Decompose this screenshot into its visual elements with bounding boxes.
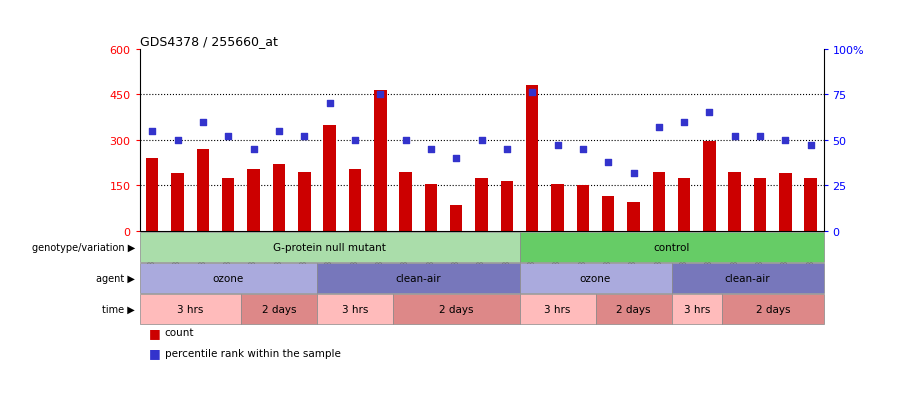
Bar xyxy=(526,86,538,231)
Bar xyxy=(728,172,742,231)
Text: 2 days: 2 days xyxy=(756,304,790,314)
Bar xyxy=(602,197,615,231)
Point xyxy=(145,128,159,135)
Bar xyxy=(273,165,285,231)
Point xyxy=(525,90,539,97)
Bar xyxy=(400,172,412,231)
Bar xyxy=(551,184,563,231)
Point xyxy=(221,133,236,140)
Bar xyxy=(221,178,235,231)
Point xyxy=(652,124,666,131)
Point xyxy=(399,137,413,144)
Bar xyxy=(450,206,463,231)
Point xyxy=(626,170,641,176)
Bar xyxy=(171,174,184,231)
Text: G-protein null mutant: G-protein null mutant xyxy=(273,242,386,252)
Point xyxy=(601,159,616,166)
Point xyxy=(373,92,387,98)
Point xyxy=(753,133,768,140)
Text: genotype/variation ▶: genotype/variation ▶ xyxy=(32,242,135,252)
Bar xyxy=(248,169,260,231)
Text: percentile rank within the sample: percentile rank within the sample xyxy=(165,348,340,358)
Bar xyxy=(703,142,716,231)
Point xyxy=(677,119,691,126)
Bar xyxy=(500,181,513,231)
Point xyxy=(727,133,742,140)
Point xyxy=(576,146,590,153)
Point xyxy=(347,137,362,144)
Point xyxy=(170,137,184,144)
Point xyxy=(322,101,337,107)
Point xyxy=(702,110,716,116)
Point xyxy=(195,119,210,126)
Text: 2 days: 2 days xyxy=(262,304,296,314)
Point xyxy=(272,128,286,135)
Text: ozone: ozone xyxy=(212,273,244,283)
Point xyxy=(424,146,438,153)
Text: ozone: ozone xyxy=(580,273,611,283)
Bar xyxy=(298,172,310,231)
Text: 3 hrs: 3 hrs xyxy=(684,304,710,314)
Bar xyxy=(805,178,817,231)
Point xyxy=(778,137,793,144)
Point xyxy=(297,133,311,140)
Point xyxy=(550,142,564,149)
Bar xyxy=(196,150,209,231)
Bar xyxy=(577,186,590,231)
Text: agent ▶: agent ▶ xyxy=(96,273,135,283)
Point xyxy=(474,137,489,144)
Text: 3 hrs: 3 hrs xyxy=(342,304,368,314)
Text: control: control xyxy=(653,242,689,252)
Point xyxy=(804,142,818,149)
Text: clean-air: clean-air xyxy=(724,273,770,283)
Point xyxy=(500,146,514,153)
Bar xyxy=(779,174,792,231)
Text: ■: ■ xyxy=(148,347,160,360)
Point xyxy=(247,146,261,153)
Text: GDS4378 / 255660_at: GDS4378 / 255660_at xyxy=(140,35,277,47)
Bar xyxy=(627,202,640,231)
Text: count: count xyxy=(165,328,194,337)
Bar xyxy=(348,169,361,231)
Bar xyxy=(146,159,158,231)
Text: clean-air: clean-air xyxy=(395,273,441,283)
Bar xyxy=(374,90,386,231)
Bar xyxy=(475,178,488,231)
Text: time ▶: time ▶ xyxy=(103,304,135,314)
Text: 3 hrs: 3 hrs xyxy=(177,304,203,314)
Bar xyxy=(754,178,767,231)
Bar xyxy=(323,125,336,231)
Bar xyxy=(652,172,665,231)
Bar xyxy=(678,178,690,231)
Point xyxy=(449,155,464,162)
Bar xyxy=(425,184,437,231)
Text: 3 hrs: 3 hrs xyxy=(544,304,571,314)
Text: ■: ■ xyxy=(148,326,160,339)
Text: 2 days: 2 days xyxy=(439,304,473,314)
Text: 2 days: 2 days xyxy=(616,304,651,314)
